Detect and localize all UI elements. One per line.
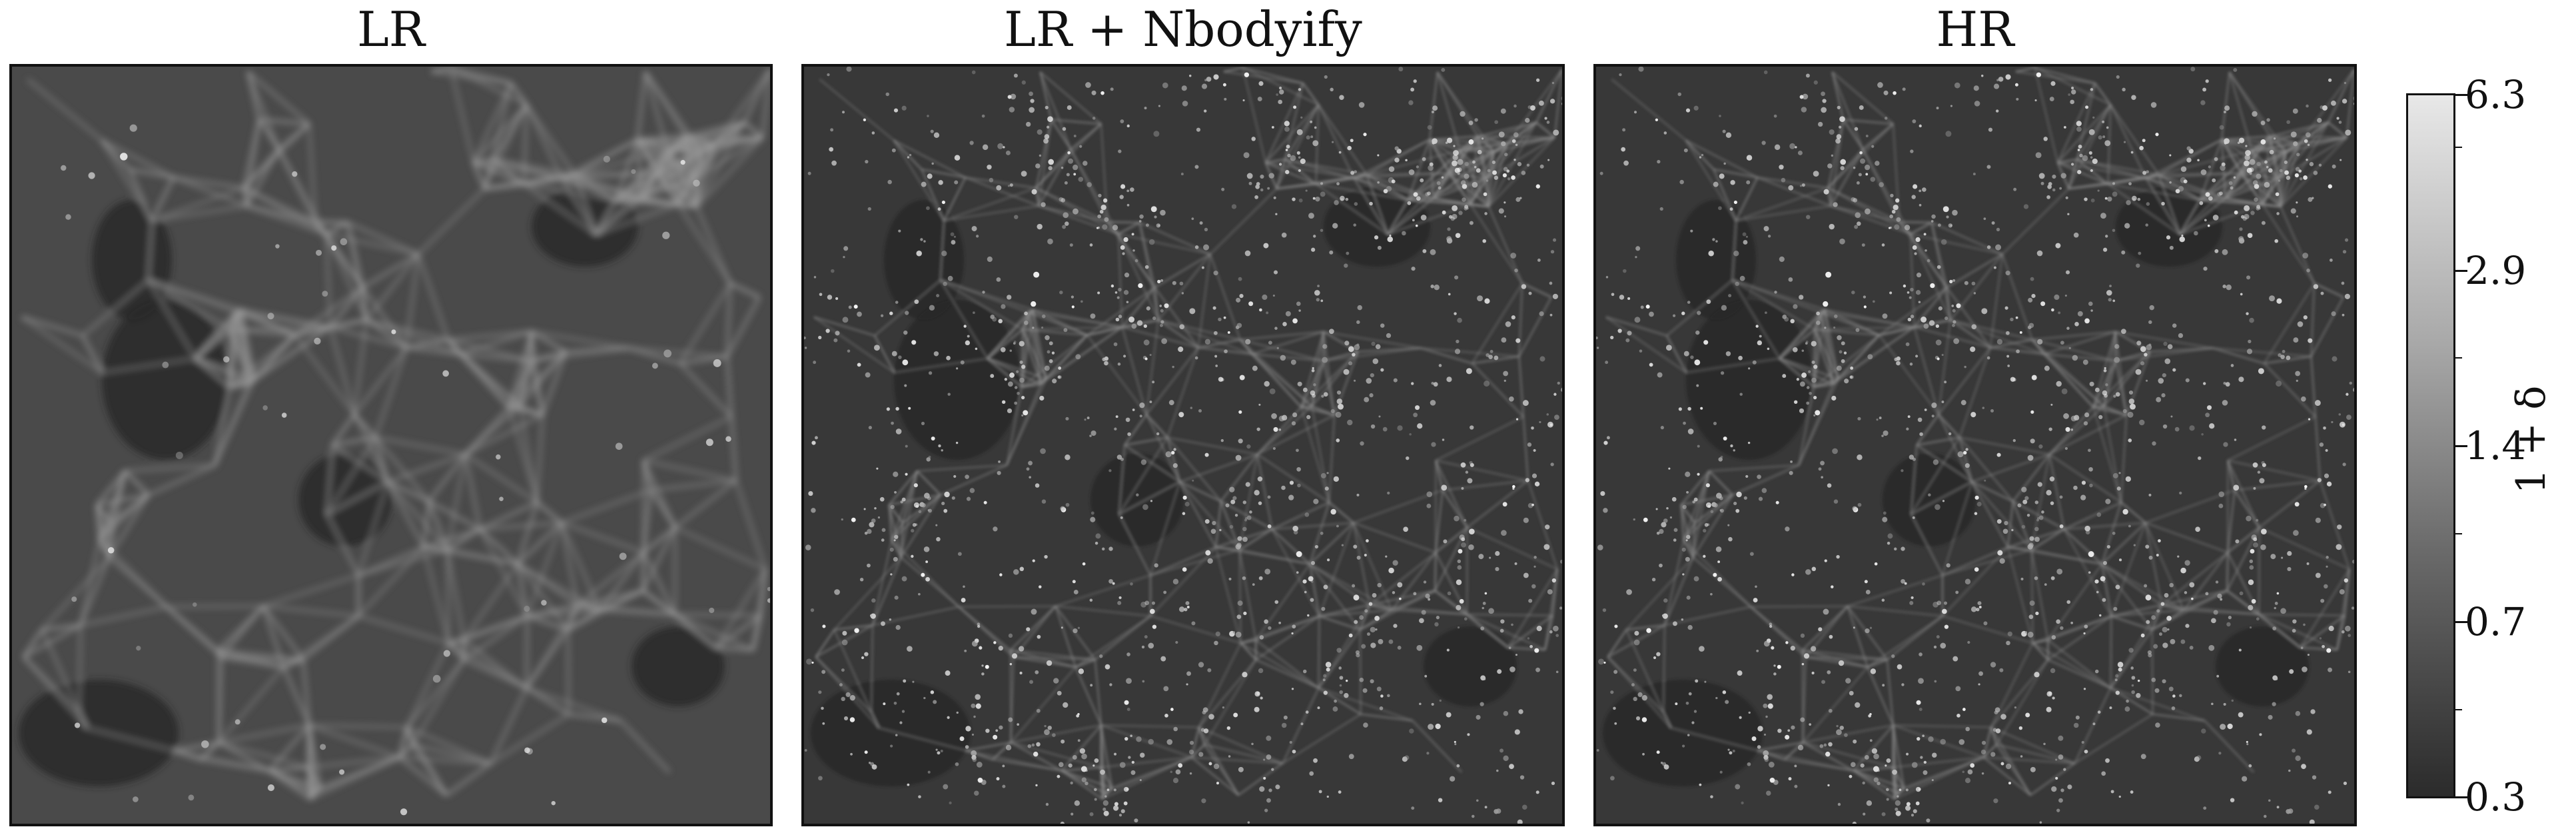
colorbar-tick-2-9 xyxy=(2455,270,2467,272)
colorbar-minor-tick xyxy=(2455,147,2462,148)
colorbar-tick-label: 1.4 xyxy=(2465,423,2527,468)
colorbar-minor-tick xyxy=(2455,533,2462,534)
panel-title-lr: LR xyxy=(356,1,426,57)
colorbar-tick-1-4 xyxy=(2455,445,2467,447)
panel-title-hr: HR xyxy=(1936,1,2014,57)
density-map-lr-nbodyify xyxy=(801,64,1565,826)
colorbar-minor-tick xyxy=(2455,357,2462,359)
density-map-hr xyxy=(1593,64,2357,826)
colorbar-tick-label: 2.9 xyxy=(2465,248,2527,293)
colorbar-label: 1 + δ xyxy=(2508,385,2555,494)
colorbar-minor-tick xyxy=(2455,709,2462,710)
density-field-graphic xyxy=(1596,67,2354,824)
colorbar xyxy=(2406,93,2455,798)
density-field-graphic xyxy=(804,67,1562,824)
density-map-lr xyxy=(9,64,773,826)
colorbar-tick-0-7 xyxy=(2455,621,2467,623)
colorbar-tick-6-3 xyxy=(2455,94,2467,96)
density-field-graphic xyxy=(12,67,770,824)
colorbar-tick-label: 0.7 xyxy=(2465,599,2527,644)
colorbar-tick-label: 6.3 xyxy=(2465,72,2527,117)
panel-title-lr-nbodyify: LR + Nbodyify xyxy=(1004,1,1362,57)
colorbar-tick-0-3 xyxy=(2455,796,2467,798)
colorbar-tick-label: 0.3 xyxy=(2465,774,2527,820)
